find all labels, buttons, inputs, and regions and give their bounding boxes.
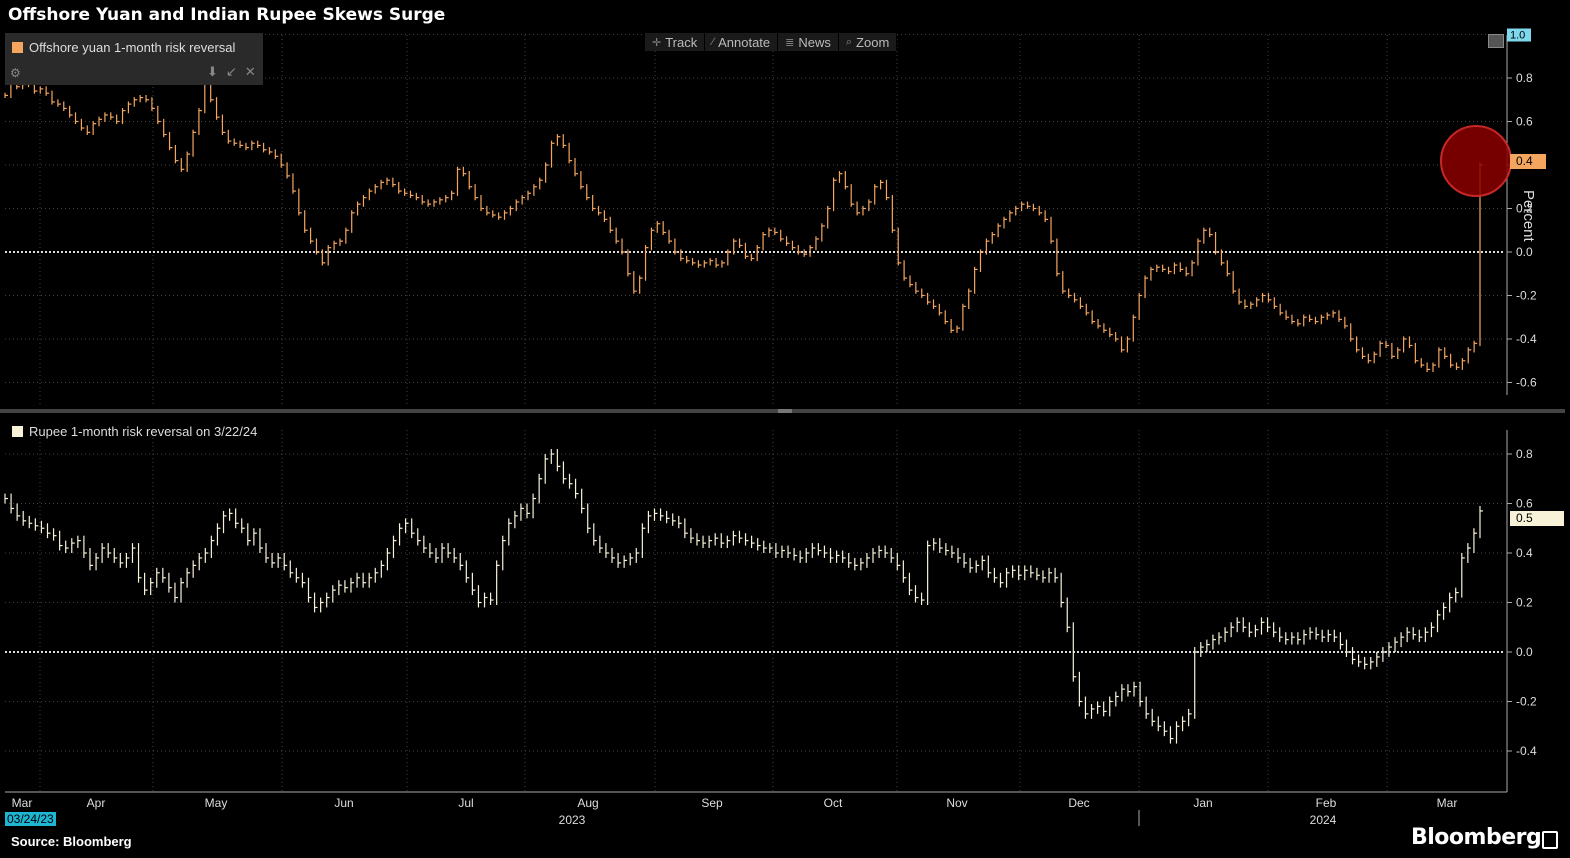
zoom-label: Zoom	[856, 34, 890, 50]
y-tick-label: 0.4	[1516, 546, 1533, 560]
y-tick-label: 0.8	[1516, 447, 1533, 461]
source-note: Source: Bloomberg	[11, 834, 132, 849]
chart-toolbar: ✛ Track ⁄ Annotate ≣ News ⌕ Zoom	[645, 33, 898, 51]
pencil-icon: ⁄	[712, 36, 715, 48]
y-tick-label: 0.0	[1516, 645, 1533, 659]
legend-rupee-label: Rupee 1-month risk reversal on 3/22/24	[29, 424, 258, 439]
y-tick-label: -0.4	[1516, 332, 1537, 346]
legend-rupee[interactable]: Rupee 1-month risk reversal on 3/22/24	[12, 424, 257, 439]
chart-title: Offshore Yuan and Indian Rupee Skews Sur…	[8, 5, 446, 25]
x-tick-label: Oct	[824, 796, 843, 810]
x-tick-label: Apr	[87, 796, 106, 810]
y-tick-label: 0.2	[1516, 202, 1533, 216]
x-tick-label: Nov	[946, 796, 967, 810]
yuan-last-value-tag: 0.4	[1510, 154, 1546, 169]
gear-icon[interactable]: ⚙	[10, 66, 21, 80]
y-tick-label: -0.2	[1516, 695, 1537, 709]
yuan-series	[4, 79, 1483, 373]
start-date-badge: 03/24/23	[5, 812, 56, 826]
x-tick-label: Mar	[1437, 796, 1458, 810]
highlight-circle	[1440, 125, 1512, 197]
y-tick-label: 0.2	[1516, 596, 1533, 610]
x-tick-label: Jan	[1193, 796, 1212, 810]
y-tick-label: 1.0	[1510, 30, 1525, 42]
annotate-button[interactable]: ⁄ Annotate	[705, 33, 779, 51]
legend-actions: ⬇↙✕	[207, 64, 264, 80]
x-axis: Mar Apr May Jun Jul Aug Sep Oct Nov Dec Jan Feb Mar 2…	[5, 791, 1507, 827]
y-top-value-box	[1507, 28, 1531, 42]
zero-lines	[5, 251, 1505, 653]
y-tick-label: -0.4	[1516, 744, 1537, 758]
close-icon[interactable]: ✕	[244, 64, 264, 79]
zoom-button[interactable]: ⌕ Zoom	[839, 33, 898, 51]
magnifier-icon: ⌕	[845, 35, 853, 48]
x-tick-label: Aug	[577, 796, 598, 810]
panel-divider-handle[interactable]	[778, 409, 792, 413]
legend-yuan[interactable]: Offshore yuan 1-month risk reversal	[12, 40, 235, 55]
axis-settings-icon[interactable]	[1488, 34, 1504, 48]
y-tick-label: -0.2	[1516, 289, 1537, 303]
track-label: Track	[665, 34, 698, 50]
x-tick-label: Feb	[1316, 796, 1337, 810]
y-tick-label: 0.8	[1516, 71, 1533, 85]
bloomberg-logo-icon	[1542, 831, 1558, 849]
collapse-icon[interactable]: ↙	[225, 64, 245, 79]
news-label: News	[798, 34, 831, 50]
x-tick-label: Sep	[701, 796, 723, 810]
news-icon: ≣	[785, 36, 795, 49]
bloomberg-logo: Bloomberg	[1411, 825, 1542, 850]
rupee-series	[4, 449, 1483, 744]
x-tick-label: May	[205, 796, 228, 810]
rupee-last-value-tag: 0.5	[1510, 511, 1564, 526]
news-button[interactable]: ≣ News	[778, 33, 839, 51]
y-tick-label: -0.6	[1516, 376, 1537, 390]
yuan-swatch	[12, 42, 23, 53]
annotate-label: Annotate	[718, 34, 771, 50]
x-tick-label: Jul	[458, 796, 473, 810]
y-tick-label: 0.6	[1516, 115, 1533, 129]
y-axis-title: Percent	[1520, 190, 1537, 242]
x-year-label: 2024	[1310, 813, 1337, 827]
legend-yuan-label: Offshore yuan 1-month risk reversal	[29, 40, 236, 55]
track-button[interactable]: ✛ Track	[645, 33, 706, 51]
y-axis-bottom: -0.4 -0.2 0.0 0.2 0.4 0.6 0.8	[1506, 430, 1537, 792]
y-tick-label: 0.6	[1516, 497, 1533, 511]
grid	[5, 34, 1505, 793]
x-tick-label: Mar	[12, 796, 33, 810]
x-year-label: 2023	[559, 813, 586, 827]
legend-panel	[5, 33, 263, 85]
pin-icon[interactable]: ⬇	[207, 64, 226, 79]
x-tick-label: Jun	[334, 796, 353, 810]
y-tick-label: 0.0	[1516, 245, 1533, 259]
x-tick-label: Dec	[1068, 796, 1089, 810]
crosshair-icon: ✛	[652, 36, 662, 49]
rupee-swatch	[12, 426, 23, 437]
